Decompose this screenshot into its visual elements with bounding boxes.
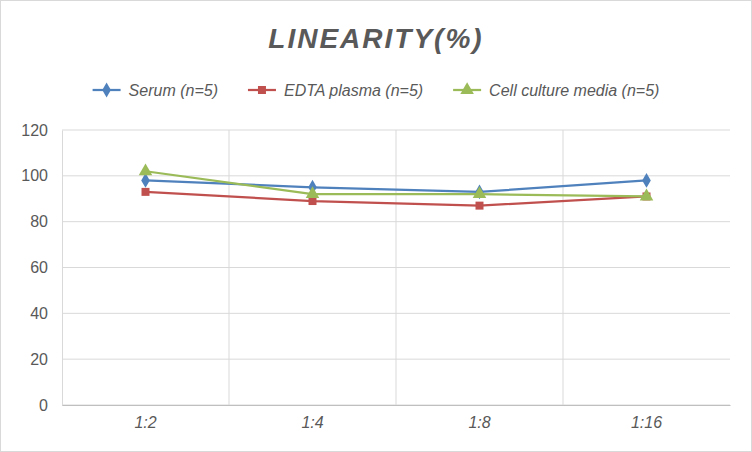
y-tick: 40 xyxy=(30,305,62,322)
point-marker xyxy=(642,173,651,188)
series xyxy=(139,163,654,200)
point-marker xyxy=(309,197,317,205)
y-tick: 0 xyxy=(39,397,62,414)
y-tick: 100 xyxy=(21,167,62,184)
y-tick-label: 100 xyxy=(21,167,48,184)
x-axis: 1:2 1:4 1:8 1:16 xyxy=(63,405,731,431)
y-axis-line xyxy=(62,131,63,406)
chart: 0 20 40 60 80 100 120 1:2 1:4 1:8 1:16 LINEARITY(%)… xyxy=(0,0,752,452)
y-tick-label: 120 xyxy=(21,122,48,139)
x-tick: 1:8 xyxy=(468,405,490,431)
x-tick-label: 1:16 xyxy=(631,414,662,431)
series xyxy=(142,188,651,210)
point-marker xyxy=(473,186,487,198)
y-tick: 60 xyxy=(30,259,62,276)
marks xyxy=(139,163,654,209)
category-divider xyxy=(229,130,230,405)
point-marker xyxy=(640,189,654,201)
y-tick: 80 xyxy=(30,213,62,230)
plot: 0 20 40 60 80 100 120 1:2 1:4 1:8 1:16 xyxy=(21,122,730,432)
category-divider xyxy=(563,130,564,405)
y-tick-label: 20 xyxy=(30,351,48,368)
y-tick: 120 xyxy=(21,122,62,139)
x-tick-label: 1:4 xyxy=(301,414,323,431)
point-marker xyxy=(141,173,150,188)
point-marker xyxy=(476,202,484,210)
x-tick-label: 1:8 xyxy=(468,414,490,431)
legend-marker xyxy=(460,82,474,94)
x-axis-line xyxy=(63,405,731,406)
legend-item: Cell culture media (n=5) xyxy=(453,82,659,99)
legend-label: EDTA plasma (n=5) xyxy=(284,82,423,99)
category-divider xyxy=(396,130,397,405)
y-tick-label: 40 xyxy=(30,305,48,322)
legend-item: EDTA plasma (n=5) xyxy=(248,82,423,99)
title: LINEARITY(%) xyxy=(268,23,483,54)
legend-marker xyxy=(102,83,111,98)
legend-item: Serum (n=5) xyxy=(93,82,218,99)
legend-label: Serum (n=5) xyxy=(129,82,218,99)
legend-label: Cell culture media (n=5) xyxy=(489,82,659,99)
x-tick: 1:4 xyxy=(301,405,323,431)
x-tick: 1:16 xyxy=(631,405,662,431)
y-axis: 0 20 40 60 80 100 120 xyxy=(21,122,62,414)
point-marker xyxy=(306,186,320,198)
y-tick-label: 60 xyxy=(30,259,48,276)
y-tick-label: 0 xyxy=(39,397,48,414)
legend: Serum (n=5) EDTA plasma (n=5) Cell culture… xyxy=(93,82,660,99)
y-tick-label: 80 xyxy=(30,213,48,230)
legend-marker xyxy=(258,86,266,94)
point-marker xyxy=(139,163,153,175)
point-marker xyxy=(142,188,150,196)
chart-border xyxy=(1,1,752,452)
series-line xyxy=(146,171,647,196)
x-tick: 1:2 xyxy=(134,405,156,431)
grid xyxy=(62,130,730,405)
y-tick: 20 xyxy=(30,351,62,368)
x-tick-label: 1:2 xyxy=(134,414,156,431)
